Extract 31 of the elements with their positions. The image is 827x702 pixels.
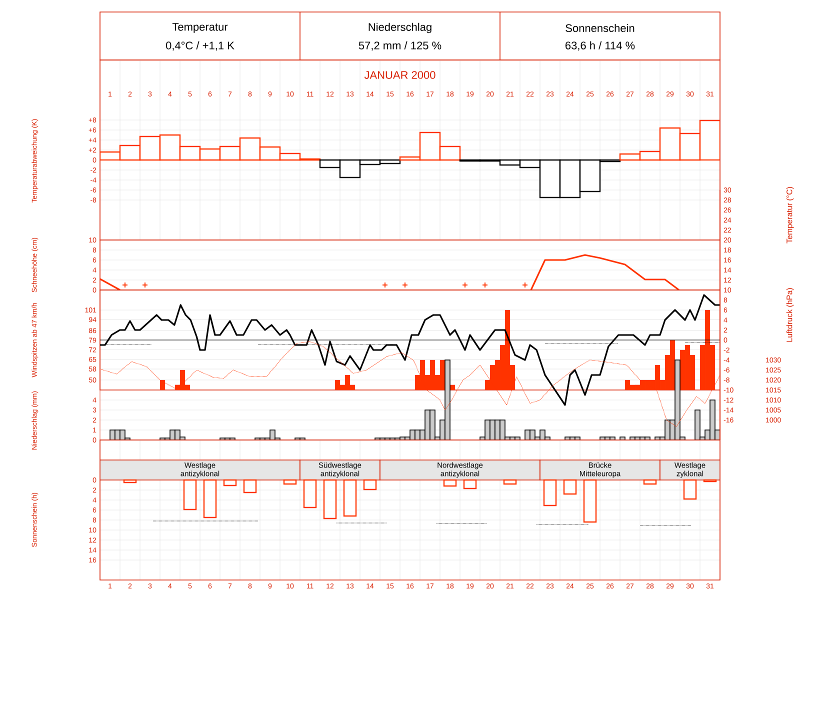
text: Niederschlag (368, 22, 432, 34)
bar (183, 479, 197, 510)
bar (343, 479, 357, 517)
y3-axis-title: Luftdruck (hPa) (786, 288, 794, 342)
y2-axis-title: Temperatur (°C) (786, 187, 794, 244)
text: Sonnenschein (566, 24, 634, 32)
bar (303, 479, 317, 508)
text: 0,4°C / +1,1 K (166, 41, 234, 51)
line-series (100, 294, 720, 406)
bar (123, 479, 137, 484)
bar (243, 479, 257, 494)
bar (643, 479, 657, 485)
bar (323, 479, 337, 520)
bar (443, 479, 457, 487)
bar (463, 479, 477, 490)
bar (543, 479, 557, 506)
bar (223, 479, 237, 486)
line-series (530, 254, 680, 290)
text: Temperatur (172, 23, 228, 33)
bar (363, 479, 377, 490)
bar (620, 436, 626, 440)
bar (683, 479, 697, 500)
text: 57,2 mm / 125 % (358, 41, 442, 51)
bar (503, 479, 517, 485)
bar (203, 479, 217, 518)
text: 63,6 h / 114 % (566, 41, 635, 51)
text: JANUAR 2000 (364, 71, 436, 79)
bar (563, 479, 577, 495)
bar (694, 410, 700, 440)
bar (283, 479, 297, 485)
bar (583, 479, 597, 523)
